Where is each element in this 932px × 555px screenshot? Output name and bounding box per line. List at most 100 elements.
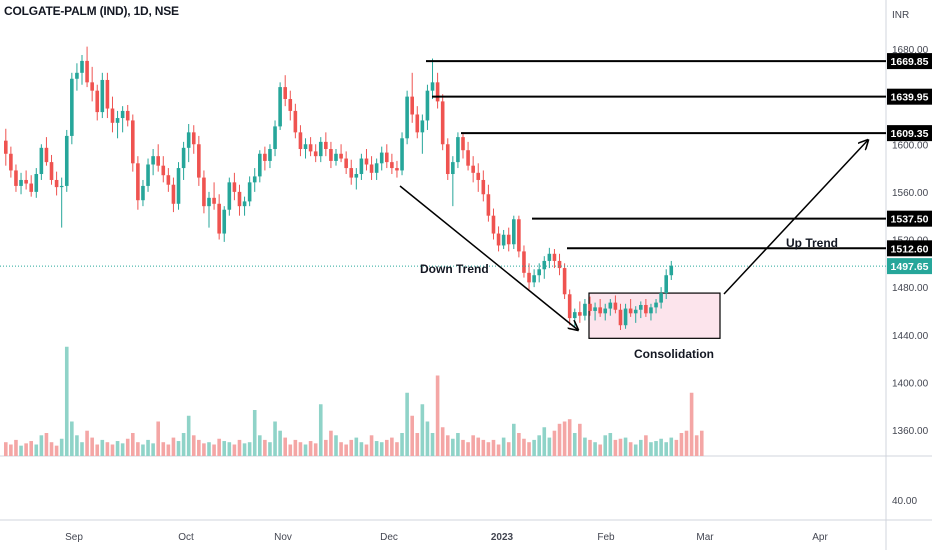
candle-body <box>45 148 49 162</box>
volume-bar <box>548 438 552 456</box>
candle-body <box>141 186 145 200</box>
volume-bar <box>619 439 623 456</box>
volume-bar <box>111 445 115 457</box>
candle-body <box>9 154 13 171</box>
volume-bar <box>512 424 516 456</box>
candle-body <box>370 164 374 172</box>
volume-bar <box>248 442 252 456</box>
candle-body <box>299 132 303 149</box>
candle-body <box>19 180 23 186</box>
volume-bar <box>390 438 394 456</box>
candle-body <box>14 170 18 185</box>
volume-bar <box>426 422 430 457</box>
candle-body <box>527 273 531 283</box>
volume-bar <box>324 440 328 456</box>
candle-body <box>90 82 94 90</box>
volume-bar <box>344 445 348 457</box>
candle-body <box>456 137 460 162</box>
volume-bar <box>136 442 140 456</box>
volume-bar <box>187 416 191 456</box>
candle-body <box>344 159 348 169</box>
candle-body <box>654 303 658 308</box>
candle-body <box>121 111 125 118</box>
volume-bar <box>283 438 287 456</box>
volume-bar <box>222 441 226 456</box>
candle-body <box>116 118 120 123</box>
candle-body <box>243 201 247 206</box>
volume-bar <box>532 440 536 456</box>
candle-body <box>207 198 211 206</box>
candle-body <box>553 254 557 261</box>
volume-bar <box>299 442 303 456</box>
candle-body <box>502 235 506 246</box>
volume-bar <box>649 442 653 456</box>
volume-bar <box>690 393 694 456</box>
volume-bar <box>273 422 277 457</box>
candle-body <box>349 168 353 178</box>
volume-bar <box>116 441 120 456</box>
candle-body <box>172 185 176 204</box>
volume-bar <box>578 424 582 456</box>
volume-bar <box>654 441 658 456</box>
candle-body <box>360 159 364 174</box>
volume-bar <box>685 431 689 456</box>
candle-body <box>400 138 404 170</box>
candle-body <box>248 182 252 201</box>
candle-body <box>258 154 262 177</box>
volume-bar <box>156 422 160 457</box>
candle-body <box>136 163 140 200</box>
candle-body <box>415 114 419 132</box>
volume-bar <box>70 422 74 457</box>
volume-bar <box>75 435 79 456</box>
candle-body <box>106 80 110 109</box>
volume-bar <box>629 442 633 456</box>
volume-bar <box>522 439 526 456</box>
volume-bar <box>192 435 196 456</box>
volume-bar <box>553 431 557 456</box>
volume-bar <box>598 445 602 457</box>
volume-bar <box>466 442 470 456</box>
candle-body <box>324 142 328 149</box>
down-trend-label: Down Trend <box>420 262 489 276</box>
candle-body <box>111 109 115 123</box>
candle-body <box>476 173 480 180</box>
candle-body <box>436 82 440 101</box>
candle-body <box>421 120 425 132</box>
candle-body <box>492 216 496 234</box>
candle-body <box>446 144 450 174</box>
volume-bar <box>517 433 521 456</box>
volume-bar <box>634 445 638 457</box>
volume-bar <box>669 438 673 456</box>
volume-bar <box>95 445 99 457</box>
volume-bar <box>304 445 308 457</box>
volume-bar <box>167 445 171 457</box>
candle-body <box>85 61 89 82</box>
time-tick-label: Dec <box>380 532 398 543</box>
volume-bar <box>253 410 257 456</box>
volume-bar <box>537 435 541 456</box>
time-tick-label: Apr <box>812 532 828 543</box>
candle-body <box>542 261 546 269</box>
volume-bar <box>294 440 298 456</box>
candle-body <box>461 137 465 150</box>
price-marker-label: 1609.35 <box>891 128 929 140</box>
volume-bar <box>492 440 496 456</box>
volume-bar <box>329 431 333 456</box>
volume-bar <box>14 440 18 456</box>
time-tick-label: Nov <box>274 532 292 543</box>
volume-bar <box>141 445 145 457</box>
volume-bar <box>370 435 374 456</box>
candle-body <box>441 101 445 144</box>
volume-bar <box>177 441 181 456</box>
last-price-label: 1497.65 <box>891 261 929 273</box>
candle-body <box>233 182 237 192</box>
candle-body <box>217 204 221 234</box>
volume-bar <box>55 446 59 456</box>
volume-bar <box>172 438 176 456</box>
volume-bar <box>614 440 618 456</box>
volume-bar <box>436 376 440 457</box>
candle-body <box>624 309 628 326</box>
candle-body <box>619 310 623 325</box>
volume-bar <box>101 440 105 456</box>
candle-body <box>649 307 653 313</box>
